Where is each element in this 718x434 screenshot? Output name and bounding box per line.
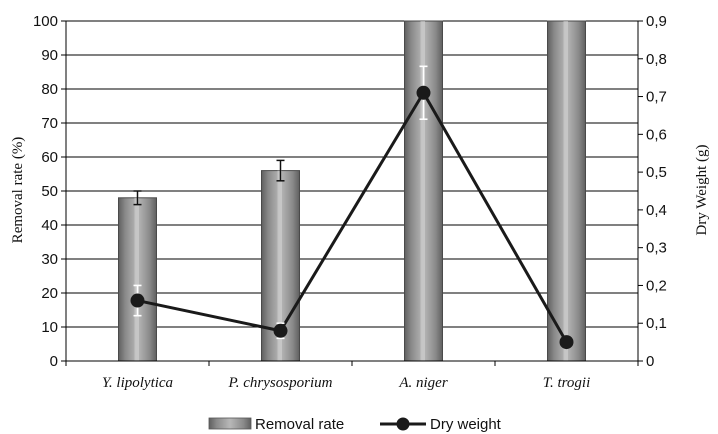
left-axis-title: Removal rate (%): [10, 137, 26, 244]
legend: Removal rate Dry weight: [208, 416, 502, 433]
bar-highlight: [563, 21, 569, 361]
bar-highlight: [420, 21, 426, 361]
dry-weight-point: [559, 335, 574, 350]
right-tick-label: 0,3: [646, 240, 667, 257]
right-tick-label: 0,9: [646, 13, 667, 30]
dry-weight-line: [137, 89, 568, 343]
right-tick-label: 0,6: [646, 126, 667, 143]
gridlines: [66, 20, 638, 328]
dry-weight-point: [130, 293, 145, 308]
legend-swatch-bar: [208, 417, 252, 430]
bar-highlight: [134, 197, 140, 361]
dry-weight-series: [130, 65, 574, 350]
right-tick-label: 0: [646, 353, 654, 370]
right-tick-label: 0,7: [646, 89, 667, 106]
right-axis-title: Dry Weight (g): [694, 144, 710, 235]
bar-highlight: [277, 170, 283, 361]
right-tick-label: 0,4: [646, 202, 667, 219]
left-tick-label: 90: [41, 47, 58, 64]
category-label: T. trogii: [543, 375, 591, 391]
dry-weight-point: [416, 85, 431, 100]
left-tick-label: 20: [41, 285, 58, 302]
right-tick-label: 0,5: [646, 164, 667, 181]
dry-weight-point: [273, 323, 288, 338]
axes: [61, 20, 643, 366]
left-tick-label: 50: [41, 183, 58, 200]
right-tick-label: 0,2: [646, 277, 667, 294]
left-tick-label: 40: [41, 217, 58, 234]
category-label: A. niger: [398, 375, 447, 391]
legend-item-removal-rate: Removal rate: [208, 416, 344, 433]
right-tick-label: 0,1: [646, 315, 667, 332]
left-tick-label: 60: [41, 149, 58, 166]
right-tick-label: 0,8: [646, 51, 667, 68]
left-tick-label: 0: [50, 353, 58, 370]
left-tick-label: 100: [33, 13, 58, 30]
legend-label-dry-weight: Dry weight: [430, 416, 502, 433]
category-label: Y. lipolytica: [102, 375, 173, 391]
legend-item-dry-weight: Dry weight: [380, 416, 502, 433]
category-label: P. chrysosporium: [228, 375, 333, 391]
left-tick-label: 80: [41, 81, 58, 98]
tick-labels: 0 10 20 30 40 50 60 70 80 90 100 0 0,1 0,2 0,3 0,4 0,5 0,…: [33, 13, 667, 391]
left-tick-label: 70: [41, 115, 58, 132]
legend-label-removal-rate: Removal rate: [255, 416, 344, 433]
legend-swatch-marker: [396, 417, 410, 431]
left-tick-label: 10: [41, 319, 58, 336]
left-tick-label: 30: [41, 251, 58, 268]
